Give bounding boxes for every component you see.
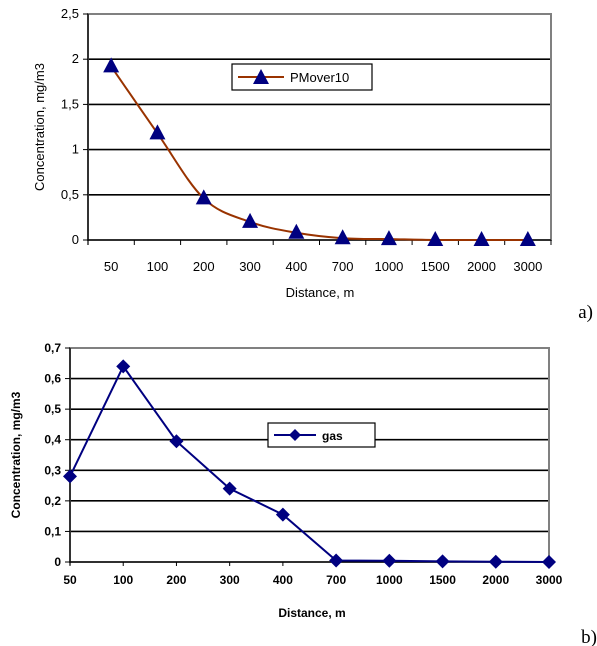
- chart-b-x-axis-title: Distance, m: [278, 606, 345, 620]
- chart-b-x-tick-label: 50: [63, 573, 77, 587]
- chart-b-legend: gas: [267, 422, 376, 448]
- chart-b-legend-label: gas: [322, 429, 343, 443]
- chart-a-data-point: [149, 124, 166, 140]
- chart-b-y-axis-title: Concentration, mg/m3: [9, 391, 23, 518]
- chart-b-series-line: [69, 364, 550, 563]
- chart-a-panel-letter: a): [578, 302, 593, 323]
- chart-a-x-ticks: 50 100 200 300 400 700 1000 1500 2000 3000: [87, 240, 552, 274]
- chart-a-x-tick-label: 50: [104, 259, 118, 274]
- chart-b-panel-letter: b): [581, 627, 597, 646]
- chart-a-data-point: [103, 57, 120, 73]
- chart-a-series-line: [110, 65, 528, 242]
- chart-a-data-point: [427, 231, 444, 246]
- chart-b-data-point: [116, 359, 131, 374]
- chart-b-plot-frame: [69, 347, 550, 563]
- chart-b: 0 0,1 0,2 0,3 0,4 0,5 0,6 0,7 50 100 200 300 400 700…: [9, 341, 597, 646]
- chart-b-data-point: [63, 469, 77, 484]
- chart-a-y-tick-label: 1: [72, 142, 79, 157]
- chart-a-x-tick-label: 300: [239, 259, 261, 274]
- chart-a-data-point: [473, 231, 490, 246]
- chart-b-data-point: [488, 554, 503, 569]
- chart-b-y-tick-label: 0: [54, 555, 61, 569]
- chart-b-x-tick-label: 2000: [482, 573, 509, 587]
- chart-a-y-axis-title: Concentration, mg/m3: [32, 63, 47, 191]
- chart-a-x-tick-label: 100: [147, 259, 169, 274]
- chart-b-x-tick-label: 100: [113, 573, 133, 587]
- chart-a-y-tick-label: 2,5: [61, 6, 79, 21]
- chart-a-x-tick-label: 400: [285, 259, 307, 274]
- chart-b-data-point: [275, 507, 290, 522]
- chart-a-y-tick-label: 0,5: [61, 187, 79, 202]
- chart-b-y-tick-label: 0,4: [44, 433, 61, 447]
- chart-a-gridlines: [88, 13, 551, 196]
- chart-b-legend-marker: [289, 429, 301, 441]
- chart-a-data-point: [195, 189, 212, 205]
- chart-a-x-tick-label: 2000: [467, 259, 496, 274]
- chart-b-y-tick-label: 0,5: [44, 402, 61, 416]
- chart-a: 0 0,5 1 1,5 2 2,5 50 100 200 300 400 700 1000 1500 20…: [32, 6, 593, 323]
- chart-b-legend-box: [267, 422, 376, 448]
- chart-b-x-tick-label: 1000: [376, 573, 403, 587]
- chart-b-y-tick-label: 0,6: [44, 372, 61, 386]
- chart-a-x-tick-label: 3000: [513, 259, 542, 274]
- chart-a-x-tick-label: 700: [332, 259, 354, 274]
- chart-a-x-tick-label: 200: [193, 259, 215, 274]
- chart-b-markers: [63, 359, 556, 569]
- chart-b-y-tick-label: 0,7: [44, 341, 61, 355]
- chart-a-x-axis-title: Distance, m: [286, 285, 355, 300]
- chart-b-data-point: [222, 481, 237, 496]
- chart-a-data-point: [519, 231, 536, 246]
- chart-b-y-tick-label: 0,3: [44, 463, 61, 477]
- chart-b-y-tick-label: 0,2: [44, 494, 61, 508]
- chart-b-data-point: [542, 555, 556, 569]
- chart-a-y-tick-label: 1,5: [61, 96, 79, 111]
- chart-b-x-tick-label: 1500: [429, 573, 456, 587]
- chart-b-y-ticks: 0 0,1 0,2 0,3 0,4 0,5 0,6 0,7: [44, 341, 70, 569]
- chart-b-data-point: [435, 554, 450, 569]
- chart-b-x-tick-label: 400: [273, 573, 293, 587]
- chart-a-x-tick-label: 1000: [374, 259, 403, 274]
- chart-b-x-ticks: 50 100 200 300 400 700 1000 1500 2000 3000: [63, 562, 563, 587]
- chart-a-data-point: [288, 223, 305, 239]
- chart-a-data-point: [380, 230, 397, 246]
- chart-a-legend: PMover10: [231, 63, 373, 91]
- chart-a-legend-marker: [253, 69, 269, 84]
- chart-b-data-point: [169, 434, 184, 449]
- chart-b-x-tick-label: 300: [220, 573, 240, 587]
- chart-b-y-tick-label: 0,1: [44, 524, 61, 538]
- chart-a-data-point: [334, 229, 351, 245]
- chart-a-y-tick-label: 0: [72, 232, 79, 247]
- chart-b-data-point: [382, 553, 397, 568]
- chart-a-y-tick-label: 2: [72, 51, 79, 66]
- chart-a-y-ticks: 0 0,5 1 1,5 2 2,5: [61, 6, 88, 247]
- chart-a-legend-label: PMover10: [290, 70, 349, 85]
- chart-b-data-point: [329, 553, 344, 568]
- chart-b-x-tick-label: 200: [166, 573, 186, 587]
- chart-a-markers: [103, 57, 536, 246]
- chart-a-x-tick-label: 1500: [421, 259, 450, 274]
- chart-a-data-point: [242, 212, 259, 228]
- chart-b-x-tick-label: 3000: [536, 573, 563, 587]
- chart-b-x-tick-label: 700: [326, 573, 346, 587]
